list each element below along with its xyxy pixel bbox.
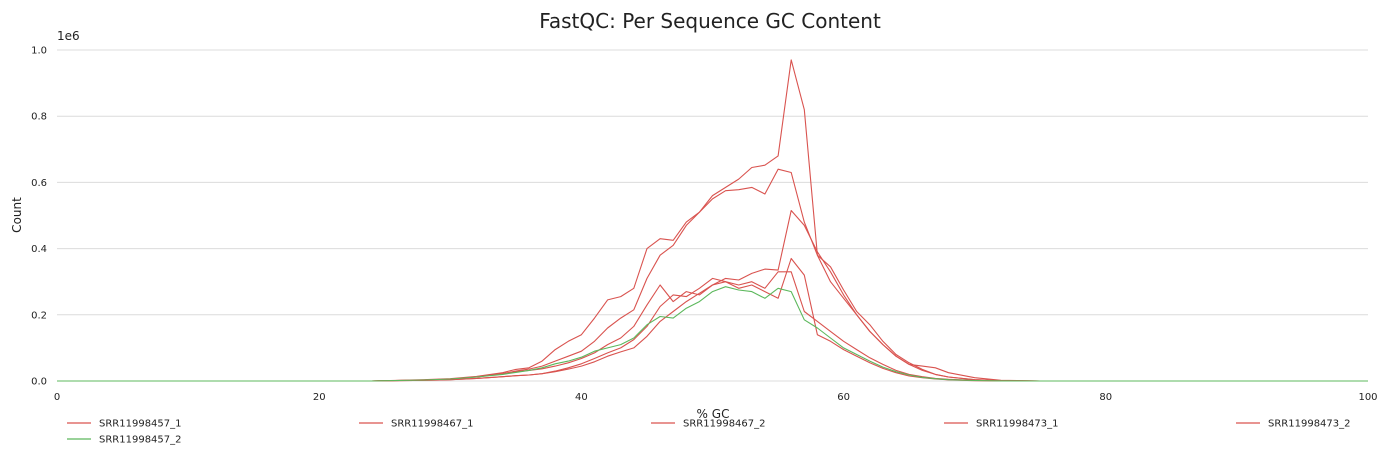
- y-tick-label: 0.6: [31, 178, 47, 189]
- y-axis-ticks: 0.0 0.2 0.4 0.6 0.8 1.0: [31, 46, 47, 388]
- series-line-SRR11998473_2: [57, 257, 1368, 382]
- legend-label: SRR11998473_2: [1268, 419, 1351, 430]
- y-axis-label: Count: [10, 197, 24, 233]
- y-tick-label: 0.0: [31, 377, 47, 388]
- series-line-SRR11998467_1: [57, 59, 1368, 382]
- x-tick-label: 20: [313, 392, 326, 403]
- x-tick-label: 80: [1099, 392, 1112, 403]
- legend-item[interactable]: SRR11998457_1: [67, 419, 182, 430]
- x-axis-ticks: 0 20 40 60 80 100: [54, 392, 1378, 403]
- series-line-SRR11998457_1: [57, 271, 1368, 382]
- y-tick-label: 0.8: [31, 112, 47, 123]
- series-lines: [57, 59, 1368, 382]
- legend-item[interactable]: SRR11998473_1: [944, 419, 1059, 430]
- x-tick-label: 100: [1358, 392, 1377, 403]
- x-tick-label: 0: [54, 392, 60, 403]
- y-tick-label: 0.2: [31, 310, 47, 321]
- legend-label: SRR11998473_1: [976, 419, 1059, 430]
- y-scale-label: 1e6: [57, 29, 80, 43]
- legend-item[interactable]: SRR11998473_2: [1236, 419, 1351, 430]
- series-line-SRR11998457_2: [57, 286, 1368, 382]
- x-tick-label: 60: [837, 392, 850, 403]
- grid: [57, 49, 1368, 382]
- legend-item[interactable]: SRR11998467_2: [651, 419, 766, 430]
- series-line-SRR11998473_1: [57, 209, 1368, 382]
- legend-label: SRR11998457_2: [99, 435, 182, 446]
- x-axis-label: % GC: [697, 407, 730, 421]
- legend-label: SRR11998457_1: [99, 419, 182, 430]
- legend-item[interactable]: SRR11998467_1: [359, 419, 474, 430]
- legend: SRR11998457_1 SRR11998467_1 SRR11998467_2 S…: [67, 419, 1351, 446]
- y-tick-label: 1.0: [31, 46, 47, 57]
- series-line-SRR11998467_2: [57, 168, 1368, 382]
- legend-item[interactable]: SRR11998457_2: [67, 435, 182, 446]
- y-tick-label: 0.4: [31, 244, 47, 255]
- x-tick-label: 40: [575, 392, 588, 403]
- chart-title: FastQC: Per Sequence GC Content: [539, 9, 881, 33]
- legend-label: SRR11998467_2: [683, 419, 766, 430]
- legend-label: SRR11998467_1: [391, 419, 474, 430]
